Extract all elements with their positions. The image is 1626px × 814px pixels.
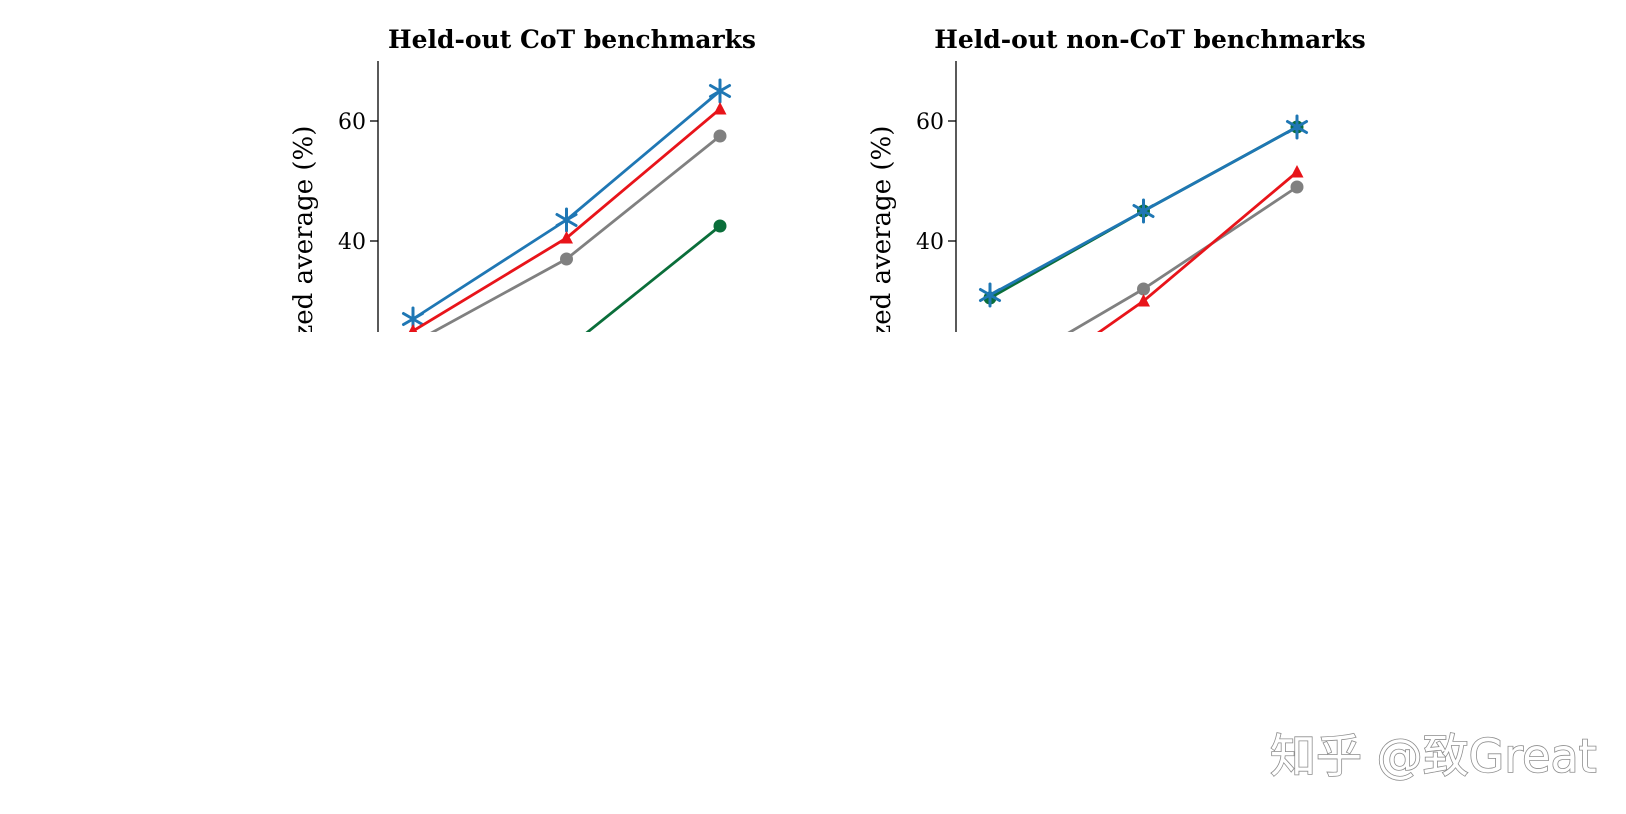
point-blue-star bbox=[1285, 114, 1309, 140]
point-red-triangle bbox=[560, 231, 573, 244]
point-gray-circle bbox=[560, 252, 573, 266]
y-tick-label: 60 bbox=[916, 110, 944, 135]
point-red-triangle bbox=[1290, 165, 1304, 178]
y-tick-label: 40 bbox=[338, 230, 366, 255]
series-line-blue-star bbox=[412, 89, 721, 321]
point-red-triangle bbox=[713, 102, 727, 115]
point-red-triangle bbox=[984, 402, 997, 415]
point-gray-circle bbox=[407, 337, 420, 350]
chart-left: Held-out CoT benchmarks 40 60 zed average … bbox=[289, 25, 756, 422]
point-gray-circle bbox=[1290, 180, 1304, 194]
point-red-triangle bbox=[408, 324, 418, 332]
point-blue-star bbox=[708, 78, 732, 104]
point-blue-star bbox=[1132, 198, 1155, 224]
point-green-circle bbox=[713, 219, 727, 233]
y-axis-label: zed average (%) bbox=[867, 126, 897, 339]
chart-right: Held-out non-CoT benchmarks 40 60 zed aver… bbox=[867, 25, 1366, 415]
point-green-circle bbox=[407, 409, 420, 422]
point-gray-circle bbox=[713, 129, 727, 143]
point-blue-star bbox=[978, 282, 1002, 308]
chart-left-title: Held-out CoT benchmarks bbox=[388, 25, 756, 54]
y-tick-label: 60 bbox=[338, 110, 366, 135]
y-tick-label: 40 bbox=[916, 230, 944, 255]
point-blue-star bbox=[555, 207, 578, 233]
point-gray-circle bbox=[984, 373, 997, 386]
chart-right-title: Held-out non-CoT benchmarks bbox=[934, 25, 1365, 54]
point-red-triangle bbox=[1137, 294, 1150, 307]
y-axis-label: zed average (%) bbox=[289, 126, 319, 339]
series-line-green-circle bbox=[585, 224, 721, 332]
point-green-circle bbox=[560, 343, 573, 356]
point-gray-circle bbox=[1137, 282, 1150, 296]
watermark-text: 知乎 @致Great bbox=[1270, 729, 1597, 783]
